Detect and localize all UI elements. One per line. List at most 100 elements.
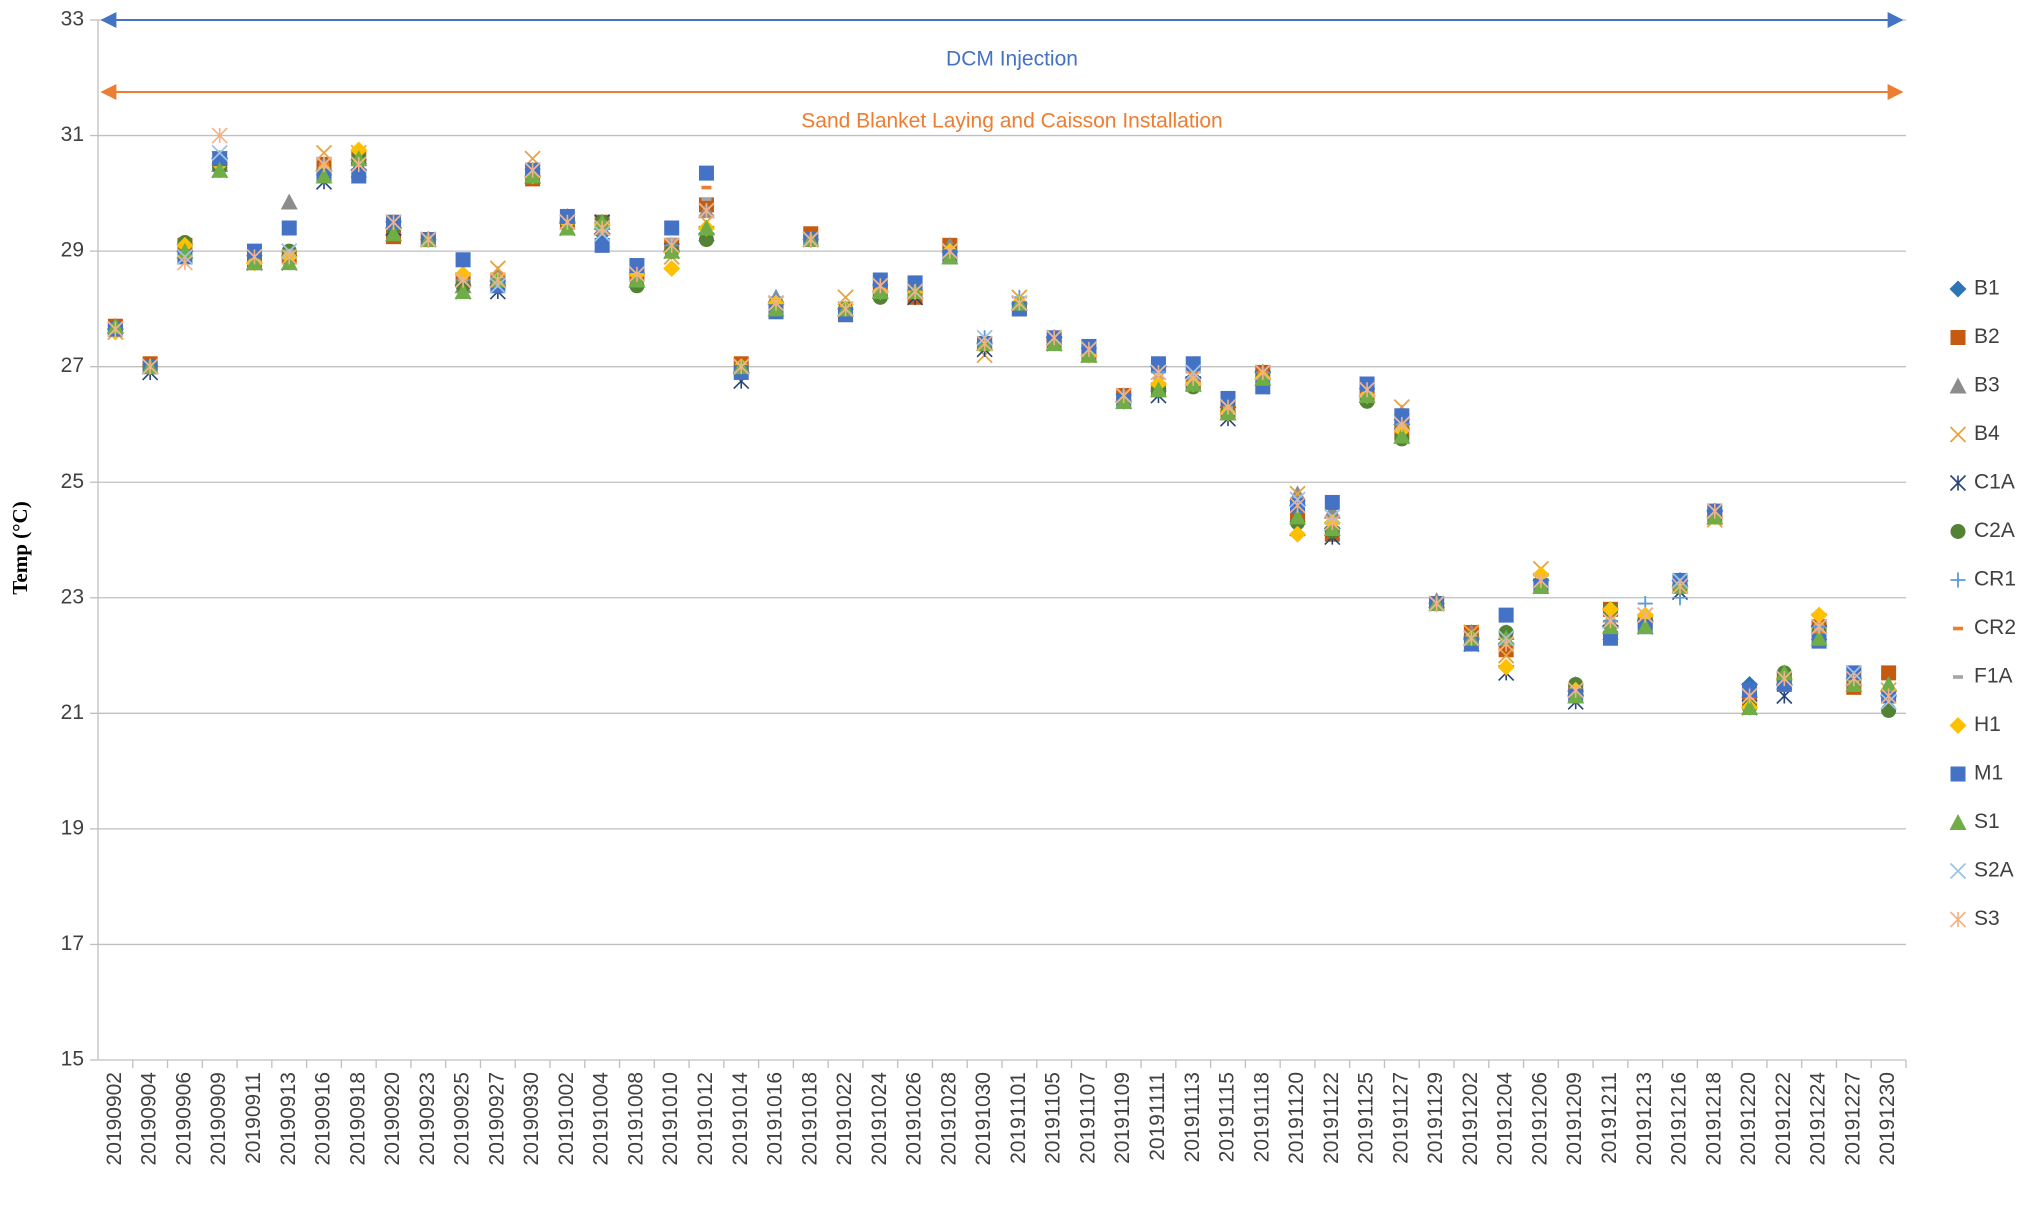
- series: [107, 127, 1897, 705]
- y-tick-label: 25: [61, 470, 84, 493]
- y-tick-label: 15: [61, 1048, 84, 1071]
- x-tick-label: 20191008: [624, 1072, 647, 1165]
- data-point: [315, 144, 333, 162]
- data-point: [1428, 595, 1445, 612]
- series: [107, 151, 1897, 704]
- data-point: [594, 237, 610, 253]
- legend-marker: [1949, 474, 1967, 492]
- legend-label: B1: [1974, 277, 2000, 300]
- series: [107, 162, 1897, 716]
- data-point: [1881, 665, 1897, 681]
- data-point: [698, 202, 715, 219]
- data-point: [733, 358, 750, 375]
- legend-marker: [1950, 524, 1966, 539]
- data-point: [767, 295, 785, 312]
- data-point: [837, 289, 854, 306]
- data-point: [907, 283, 924, 300]
- x-tick-label: 20190909: [207, 1072, 230, 1165]
- data-point: [1115, 387, 1132, 404]
- data-point: [1776, 670, 1793, 687]
- legend-marker: [1949, 377, 1967, 394]
- data-point: [350, 141, 368, 159]
- x-tick-label: 20191220: [1737, 1072, 1760, 1165]
- data-point: [1810, 606, 1828, 624]
- x-tick-label: 20191107: [1076, 1072, 1099, 1164]
- data-point: [698, 232, 714, 248]
- series: [107, 151, 1897, 704]
- y-axis-title: Temp (°C): [8, 501, 32, 594]
- x-tick-label: 20191012: [694, 1072, 717, 1165]
- data-point: [1671, 578, 1689, 595]
- x-tick-label: 20191113: [1181, 1072, 1204, 1162]
- data-point: [872, 277, 889, 294]
- x-tick-label: 20191026: [903, 1072, 926, 1165]
- data-point: [142, 358, 159, 375]
- data-point: [420, 231, 437, 248]
- x-tick-label: 20191101: [1007, 1072, 1030, 1164]
- data-point: [1880, 675, 1898, 692]
- y-tick-label: 31: [61, 123, 84, 146]
- y-tick-label: 17: [61, 932, 84, 955]
- x-tick-label: 20190902: [103, 1072, 126, 1165]
- x-tick-label: 20191111: [1146, 1072, 1169, 1161]
- data-point: [281, 220, 297, 236]
- data-point: [1636, 618, 1654, 635]
- x-tick-label: 20191014: [729, 1072, 752, 1166]
- x-tick-label: 20191109: [1111, 1072, 1134, 1164]
- series: [106, 150, 1898, 705]
- data-point: [385, 225, 403, 242]
- data-point: [1150, 364, 1167, 381]
- series: [106, 144, 1898, 698]
- legend-label: S1: [1974, 810, 2000, 833]
- data-point: [315, 167, 333, 184]
- legend-label: S3: [1974, 907, 2000, 930]
- data-point: [455, 252, 471, 268]
- data-point: [1601, 600, 1619, 618]
- x-tick-label: 20191202: [1459, 1072, 1482, 1165]
- x-tick-label: 20191125: [1355, 1072, 1378, 1164]
- data-point: [1324, 494, 1340, 510]
- series: [107, 144, 1897, 710]
- data-point: [1046, 329, 1063, 346]
- data-point: [211, 144, 228, 162]
- y-tick-label: 27: [61, 354, 84, 377]
- legend-marker: [1949, 426, 1967, 443]
- legend-label: CR2: [1974, 616, 2016, 639]
- data-point: [350, 156, 367, 173]
- data-point: [1602, 612, 1619, 629]
- x-tick-label: 20191004: [590, 1072, 613, 1166]
- data-point: [594, 219, 611, 237]
- legend-label: B3: [1974, 374, 2000, 397]
- legend-marker: [1949, 814, 1967, 830]
- y-tick-label: 23: [61, 585, 84, 608]
- x-tick-label: 20190906: [172, 1072, 195, 1165]
- data-point: [1463, 630, 1480, 647]
- annotation-text: Sand Blanket Laying and Caisson Installa…: [801, 110, 1222, 133]
- data-point: [1637, 607, 1654, 624]
- legend-label: H1: [1974, 713, 2001, 736]
- data-point: [454, 283, 472, 300]
- data-point: [1289, 525, 1307, 543]
- data-point: [1011, 295, 1028, 312]
- y-tick-label: 19: [61, 816, 84, 839]
- data-point: [489, 260, 506, 277]
- series: [110, 151, 1894, 698]
- data-point: [281, 248, 298, 265]
- data-point: [941, 243, 958, 260]
- data-point: [211, 161, 229, 178]
- legend-marker: [1949, 280, 1967, 298]
- data-point: [211, 127, 228, 144]
- data-point: [489, 271, 506, 289]
- data-point: [1324, 514, 1341, 531]
- data-point: [664, 220, 680, 236]
- x-tick-label: 20191115: [1216, 1072, 1239, 1162]
- x-tick-label: 20190913: [277, 1072, 300, 1165]
- data-point: [698, 165, 714, 181]
- legend-marker: [1950, 766, 1966, 782]
- x-tick-label: 20191024: [868, 1072, 891, 1166]
- data-point: [1845, 670, 1862, 687]
- x-tick-label: 20191010: [659, 1072, 682, 1165]
- data-point: [1706, 503, 1723, 520]
- data-point: [385, 214, 402, 231]
